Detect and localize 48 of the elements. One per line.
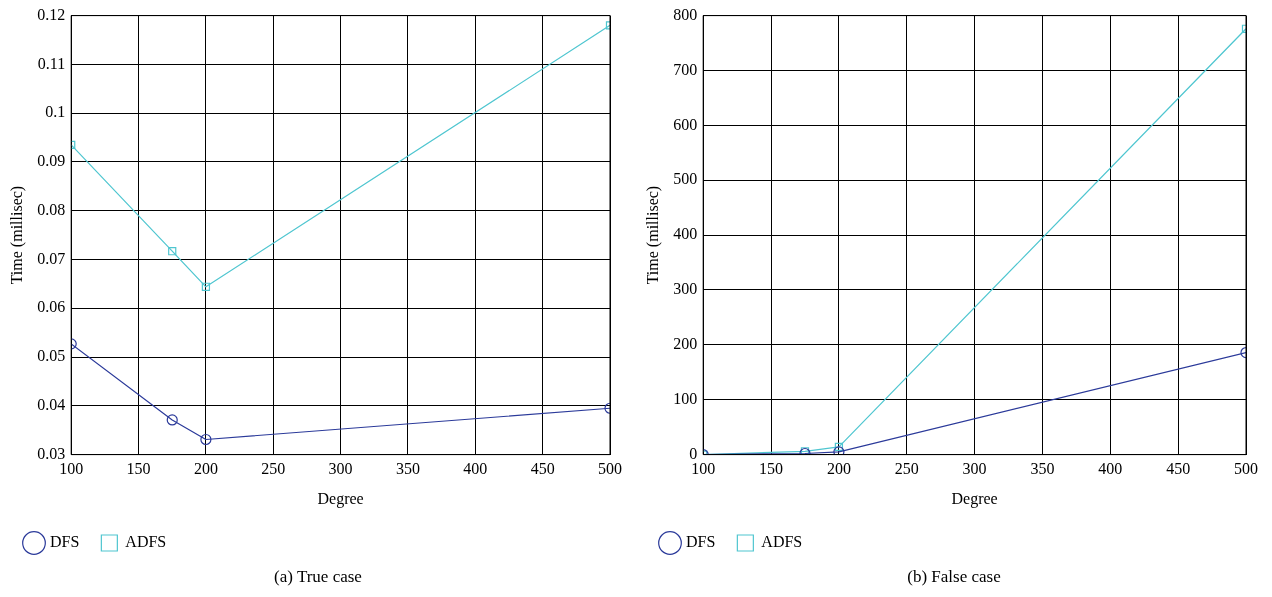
y-tick-label: 0.1 bbox=[45, 103, 66, 121]
x-tick-label: 500 bbox=[1234, 460, 1258, 478]
y-axis-title: Time (millisec) bbox=[643, 185, 662, 285]
x-tick-label: 350 bbox=[395, 460, 420, 478]
y-tick-label: 600 bbox=[673, 115, 698, 133]
x-axis-title: Degree bbox=[951, 489, 998, 508]
text: (b) False case bbox=[906, 567, 1002, 587]
y-tick-label: 800 bbox=[673, 5, 698, 23]
x-tick-label: 200 bbox=[193, 460, 218, 478]
x-tick-label: 350 bbox=[1030, 460, 1055, 478]
x-tick-label: 100 bbox=[691, 460, 716, 478]
y-axis-title: Time (millisec) bbox=[7, 185, 26, 285]
x-tick-label: 250 bbox=[261, 460, 286, 478]
y-tick-label: 0.06 bbox=[37, 298, 66, 316]
y-tick-label: 200 bbox=[673, 335, 698, 353]
x-tick-label: 400 bbox=[1098, 460, 1123, 478]
x-tick-label: 400 bbox=[463, 460, 488, 478]
x-tick-label: 300 bbox=[328, 460, 353, 478]
y-tick-label: 0.07 bbox=[37, 249, 66, 267]
y-tick-label: 0.08 bbox=[37, 200, 66, 218]
legend-label: ADFS bbox=[125, 533, 167, 551]
x-tick-label: 250 bbox=[894, 460, 919, 478]
y-tick-label: 300 bbox=[673, 280, 698, 298]
y-tick-label: 0.09 bbox=[37, 152, 66, 170]
legend-label: ADFS bbox=[761, 533, 803, 551]
y-tick-label: 0.04 bbox=[37, 396, 66, 414]
y-tick-label: 0.12 bbox=[37, 5, 66, 23]
y-tick-label: 0.03 bbox=[37, 444, 66, 462]
y-tick-label: 100 bbox=[673, 389, 698, 407]
text: (a) True case bbox=[273, 567, 363, 587]
x-tick-label: 200 bbox=[826, 460, 851, 478]
y-tick-label: 500 bbox=[673, 170, 698, 188]
x-tick-label: 500 bbox=[598, 460, 622, 478]
x-tick-label: 150 bbox=[126, 460, 151, 478]
x-tick-label: 450 bbox=[1166, 460, 1191, 478]
y-tick-label: 700 bbox=[673, 60, 698, 78]
x-tick-label: 300 bbox=[962, 460, 987, 478]
legend-label: DFS bbox=[686, 533, 716, 551]
y-tick-label: 0.05 bbox=[37, 347, 66, 365]
legend-label: DFS bbox=[50, 533, 80, 551]
point bbox=[168, 247, 177, 256]
x-axis-title: Degree bbox=[317, 489, 364, 508]
y-tick-label: 0.11 bbox=[37, 54, 66, 72]
x-tick-label: 100 bbox=[59, 460, 84, 478]
y-tick-label: 0 bbox=[689, 444, 698, 462]
x-tick-label: 450 bbox=[530, 460, 555, 478]
x-tick-label: 150 bbox=[759, 460, 784, 478]
y-tick-label: 400 bbox=[673, 225, 698, 243]
